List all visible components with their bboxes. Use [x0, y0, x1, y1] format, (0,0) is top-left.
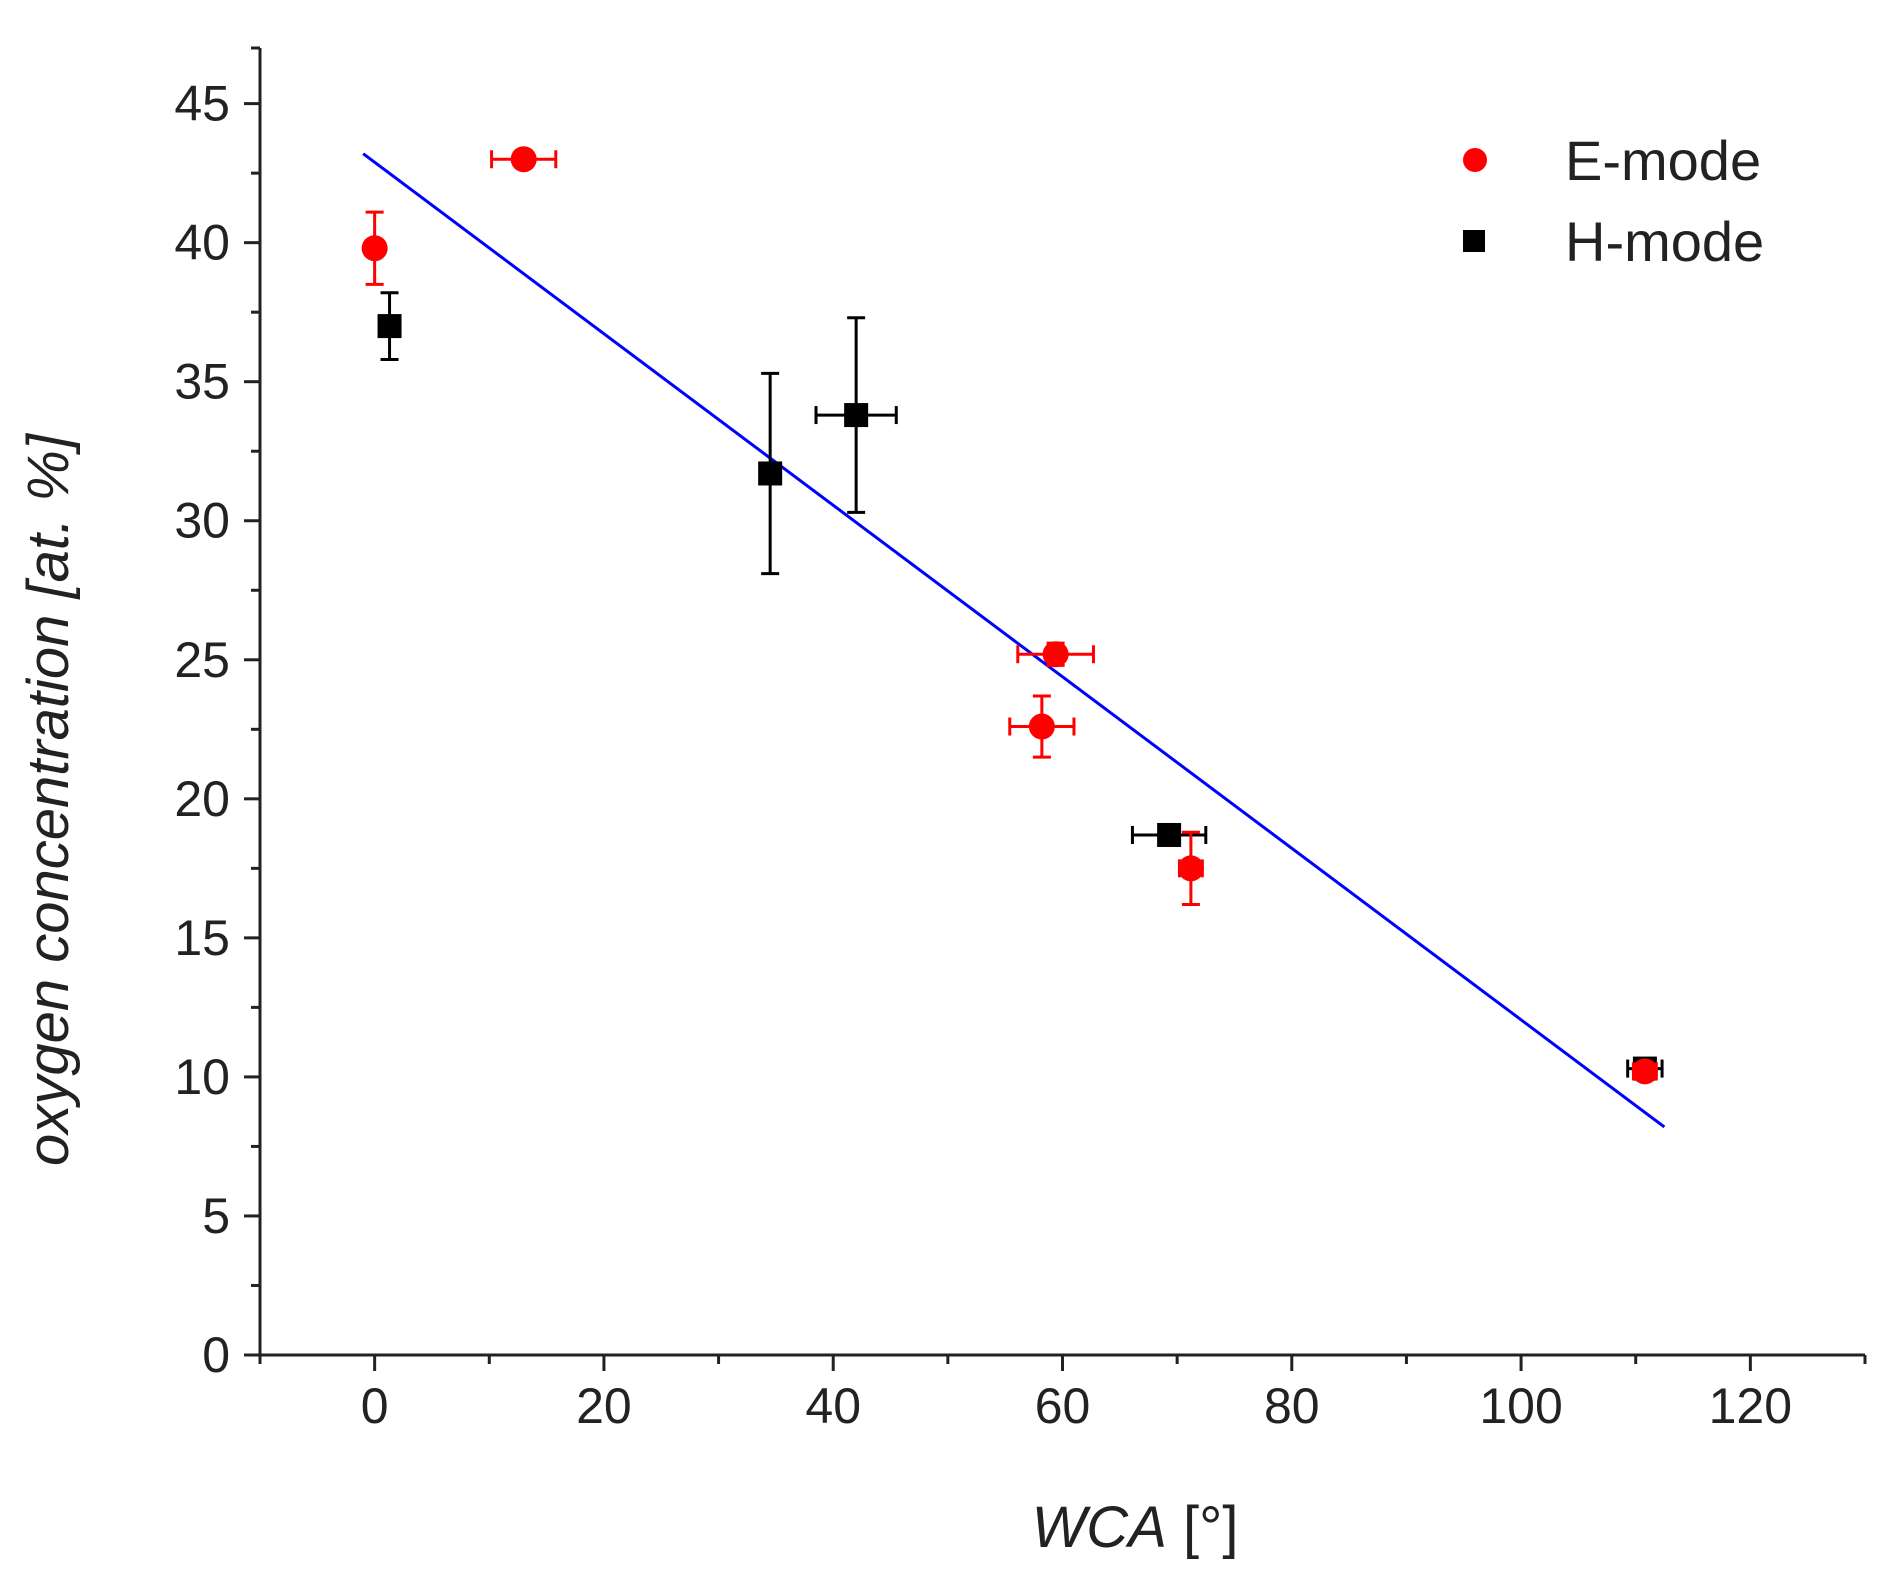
data-points	[361, 146, 1664, 1085]
x-axis-title: WCA [°]	[1032, 1495, 1239, 1560]
y-tick-label: 35	[174, 354, 230, 410]
x-tick-label: 120	[1709, 1378, 1792, 1434]
legend-marker-e-mode	[1463, 148, 1487, 172]
e-mode-point-0	[361, 210, 388, 286]
y-tick-label: 5	[202, 1188, 230, 1244]
e-mode-marker	[1631, 1058, 1658, 1085]
y-axis-title: oxygen concentration [at. %]	[16, 432, 81, 1166]
h-mode-marker	[377, 314, 402, 339]
e-mode-point-1	[490, 146, 558, 173]
e-mode-marker	[1042, 641, 1069, 668]
h-mode-marker	[844, 403, 869, 428]
x-tick-label: 0	[361, 1378, 389, 1434]
h-mode-point-3	[1130, 822, 1208, 847]
y-tick-label: 30	[174, 493, 230, 549]
e-mode-marker	[510, 146, 537, 173]
x-tick-label: 100	[1479, 1378, 1562, 1434]
legend-label-h-mode: H-mode	[1565, 210, 1764, 273]
axes: 0 20 40 60 80 100 120 0 5 10 15 20 25 30 35 40 45	[174, 46, 1867, 1434]
legend-marker-h-mode	[1463, 230, 1485, 252]
e-mode-point-2	[1016, 641, 1095, 668]
h-mode-marker	[758, 461, 783, 486]
h-mode-point-1	[758, 371, 783, 576]
legend-label-e-mode: E-mode	[1565, 129, 1761, 192]
e-mode-marker	[1028, 713, 1055, 740]
y-tick-label: 40	[174, 215, 230, 271]
y-tick-label: 15	[174, 910, 230, 966]
h-mode-point-2	[814, 316, 898, 514]
y-tick-label: 0	[202, 1327, 230, 1383]
x-tick-label: 20	[576, 1378, 632, 1434]
y-tick-label: 10	[174, 1049, 230, 1105]
fit-line	[362, 152, 1666, 1129]
y-tick-label: 20	[174, 771, 230, 827]
x-axis-title-main: WCA	[1032, 1495, 1167, 1560]
e-mode-point-5	[1631, 1058, 1658, 1085]
y-tick-label: 45	[174, 76, 230, 132]
y-tick-label: 25	[174, 632, 230, 688]
x-axis-title-unit: [°]	[1167, 1495, 1239, 1560]
x-tick-label: 80	[1264, 1378, 1320, 1434]
fit-line-group	[362, 152, 1666, 1129]
x-tick-label: 60	[1035, 1378, 1091, 1434]
e-mode-marker	[361, 235, 388, 262]
h-mode-marker	[1157, 822, 1182, 847]
h-mode-point-0	[377, 291, 402, 361]
e-mode-point-4	[1177, 830, 1204, 907]
x-tick-label: 40	[805, 1378, 861, 1434]
e-mode-point-3	[1008, 694, 1076, 759]
legend: E-mode H-mode	[1463, 129, 1764, 273]
e-mode-marker	[1177, 855, 1204, 882]
